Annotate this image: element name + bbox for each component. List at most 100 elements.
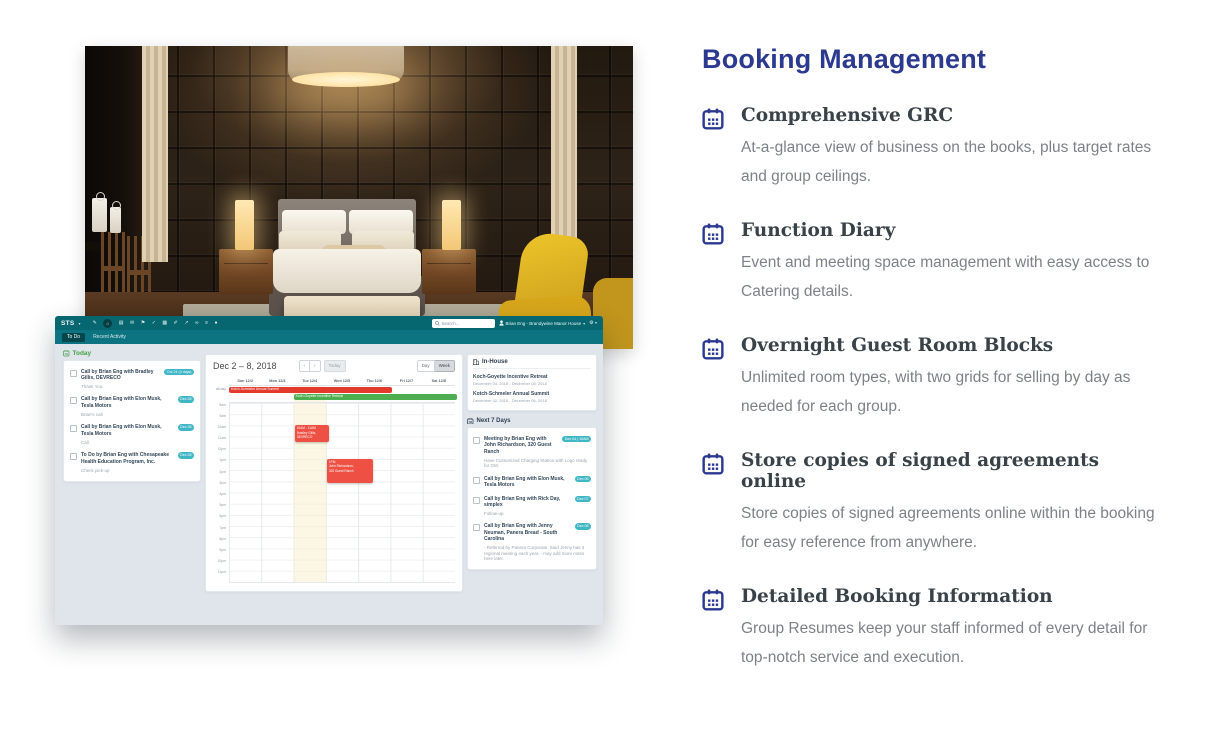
today-header: Today [63, 350, 201, 357]
week-view-button[interactable]: Week [434, 360, 455, 372]
todo-note: - Referred by Panera Corporate. Said Jen… [484, 545, 585, 562]
app-brand-menu[interactable]: STS [61, 319, 75, 327]
candle-lantern [92, 192, 107, 232]
folder-icon[interactable]: ▤ [118, 319, 124, 326]
checkbox[interactable] [473, 496, 480, 504]
link-icon[interactable]: ∞ [195, 319, 199, 326]
next-week-button[interactable]: › [310, 360, 321, 372]
checkbox[interactable] [473, 476, 480, 484]
due-badge: Dec 07 [574, 495, 591, 502]
checkbox[interactable] [473, 436, 480, 444]
table-lamp-right [442, 200, 461, 250]
today-button[interactable]: Today [323, 360, 346, 372]
all-day-event-green[interactable]: Koch-Goyette Incentive Retreat [293, 394, 457, 400]
calendar-grid[interactable]: 8am 9am 10am 11am 12pm 1pm 2pm 3pm 4pm 5pm 6pm 7pm 8… [218, 385, 455, 583]
in-house-item[interactable]: Kotch-Schmeler Annual Summit December 02… [473, 390, 550, 404]
reports-icon[interactable]: ↗ [184, 319, 189, 326]
user-icon [498, 320, 504, 326]
day-header: Sun 12/2 [237, 378, 253, 383]
calendar-panel: Dec 2 – 8, 2018 ‹ › Today Day Week Sun 1… [205, 354, 463, 592]
due-badge: Oct 24 (4 days) [164, 368, 194, 375]
due-badge: Dec 28 [177, 424, 194, 431]
todo-title: Call by Brian Eng with Elon Musk, Tesla … [484, 475, 565, 489]
todo-note: Follow-up [484, 510, 504, 516]
todo-title: Call by Brian Eng with Elon Musk, Tesla … [81, 396, 162, 409]
feature-description: Store copies of signed agreements online… [741, 505, 1155, 551]
checkbox[interactable] [70, 453, 77, 461]
search-input[interactable]: Search... [431, 318, 495, 328]
checkbox[interactable] [70, 369, 77, 377]
todo-title: To Do by Brian Eng with Chesapeake Healt… [81, 452, 169, 465]
todo-note: Have Customized Charging Station with Lo… [484, 457, 588, 469]
menu-icon[interactable]: ≡ [205, 319, 209, 326]
day-view-button[interactable]: Day [416, 360, 435, 372]
todo-item[interactable]: Call by Brian Eng with Elon Musk, Tesla … [70, 421, 194, 449]
home-icon[interactable]: ⌂ [103, 318, 113, 328]
calendar-card: Dec 2 – 8, 2018 ‹ › Today Day Week Sun 1… [205, 354, 463, 592]
next7-card: Meeting by Brian Eng with John Richardso… [467, 427, 597, 571]
tab-recent-activity[interactable]: Recent Activity [93, 334, 126, 340]
feature-title: Detailed Booking Information [741, 586, 1053, 607]
todo-item[interactable]: Call by Brian Eng with Rick Day, simplex… [473, 492, 591, 520]
todo-title: Call by Brian Eng with Jenny Neuman, Pan… [484, 523, 558, 543]
flag-icon[interactable]: ⚑ [140, 319, 146, 326]
checkbox[interactable] [70, 397, 77, 405]
calendar-icon [702, 589, 724, 672]
bedroom-photo [85, 46, 633, 349]
checkbox[interactable] [473, 524, 480, 532]
feature-section: Booking Management Comprehensive GRC At-a… [702, 44, 1180, 701]
calendar-event[interactable]: 1PM John Richardson, 320 Guest Ranch [326, 458, 373, 483]
todo-item[interactable]: To Do by Brian Eng with Chesapeake Healt… [70, 449, 194, 477]
due-badge: Dec 06 [574, 475, 591, 483]
calendar-icon [702, 108, 724, 191]
todo-title: Meeting by Brian Eng with John Richardso… [484, 435, 552, 455]
day-header: Fri 12/7 [399, 378, 414, 383]
feature-title: Store copies of signed agreements online [741, 450, 1100, 492]
edit-icon[interactable]: ✎ [92, 319, 97, 326]
status-icon[interactable]: ● [214, 319, 218, 326]
mail-icon[interactable]: ✉ [130, 319, 135, 326]
chevron-down-icon: ▾ [594, 320, 597, 325]
all-day-label: all-day [216, 386, 226, 391]
all-day-event-red[interactable]: Kotch-Schmeler Annual Summit [229, 387, 393, 393]
next7-header: Next 7 Days [467, 417, 597, 425]
calendar-icon [467, 417, 474, 425]
feature-item: Comprehensive GRC At-a-glance view of bus… [702, 105, 1180, 191]
todo-item[interactable]: Call by Brian Eng with Elon Musk, Tesla … [473, 472, 591, 492]
in-house-item[interactable]: Koch-Goyette Incentive Retreat December … [473, 373, 548, 386]
user-menu[interactable]: Brian Eng - Brandywine Manor House ▾ [498, 320, 586, 326]
prev-week-button[interactable]: ‹ [298, 360, 311, 372]
today-card: Call by Brian Eng with Bradley Gillis, D… [63, 360, 201, 482]
calendar-event[interactable]: 10AM - 11AM Bradley Gillis, DEVRECO [294, 424, 329, 442]
tasks-icon[interactable]: ✓ [151, 319, 156, 326]
grid-icon[interactable]: ▦ [162, 319, 168, 326]
ceiling-lamp [288, 46, 404, 87]
todo-item[interactable]: Meeting by Brian Eng with John Richardso… [473, 432, 591, 472]
todo-note: Brian's call [81, 411, 103, 417]
tab-todo[interactable]: To Do [62, 332, 86, 342]
day-header: Sat 12/8 [431, 378, 446, 383]
todo-item[interactable]: Call by Brian Eng with Jenny Neuman, Pan… [473, 520, 591, 566]
todo-item[interactable]: Call by Brian Eng with Bradley Gillis, D… [70, 365, 194, 393]
search-placeholder: Search... [441, 320, 460, 326]
feature-title: Function Diary [741, 220, 896, 241]
todo-note: Call [81, 439, 89, 445]
curtain-left [142, 46, 168, 262]
chevron-down-icon: ▾ [583, 320, 586, 326]
next7-label: Next 7 Days [476, 418, 511, 425]
feature-description: At-a-glance view of business on the book… [741, 139, 1152, 185]
app-content: Today Call by Brian Eng with Bradley Gil… [55, 344, 603, 625]
calendar-day-headers: Sun 12/2 Mon 12/3 Tue 12/4 Wed 12/5 Thu … [229, 377, 455, 386]
compose-icon[interactable]: ✐ [173, 319, 178, 326]
feature-description: Unlimited room types, with two grids for… [741, 369, 1131, 415]
today-header-label: Today [72, 350, 92, 357]
in-house-card: In-House Koch-Goyette Incentive Retreat … [467, 354, 597, 411]
settings-menu[interactable]: ⚙ ▾ [589, 320, 597, 326]
todo-item[interactable]: Call by Brian Eng with Elon Musk, Tesla … [70, 393, 194, 421]
feature-description: Group Resumes keep your staff informed o… [741, 620, 1148, 666]
pillow [282, 210, 346, 234]
checkbox[interactable] [70, 425, 77, 433]
calendar-title: Dec 2 – 8, 2018 [213, 360, 277, 371]
calendar-icon [702, 223, 724, 306]
day-header: Wed 12/5 [333, 378, 351, 383]
